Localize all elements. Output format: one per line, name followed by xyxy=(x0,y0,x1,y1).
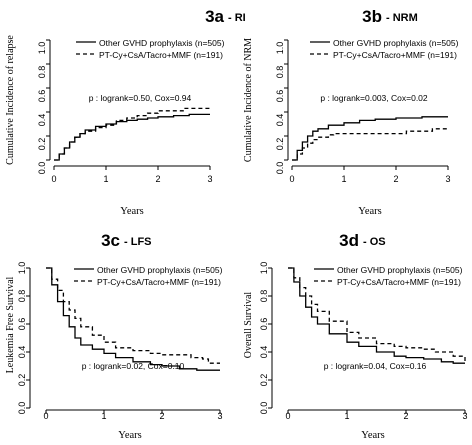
panel-3a-xtick-label: 0 xyxy=(51,174,56,184)
panel-3d-title: 3d xyxy=(339,231,359,250)
panel-3b-ytick-label: 0.6 xyxy=(275,90,285,103)
panel-3d-legend-label-2: PT-Cy+CsA/Tacro+MMF (n=191) xyxy=(337,277,461,287)
panel-3b-xtick-label: 1 xyxy=(341,174,346,184)
panel-3c-legend-label-1: Other GVHD prophylaxis (n=505) xyxy=(97,265,223,275)
panel-3c-xtick-label: 1 xyxy=(101,411,106,421)
panel-3a-ylabel: Cumulative Incidence of relapse xyxy=(5,35,16,165)
panel-3d-ytick-label: 0.4 xyxy=(259,346,269,359)
panel-3c-xtick-label: 3 xyxy=(217,411,222,421)
panel-3a-xtick-label: 2 xyxy=(155,174,160,184)
panel-3a-legend-label-1: Other GVHD prophylaxis (n=505) xyxy=(99,38,225,48)
panel-3d-subtitle: - OS xyxy=(363,236,386,248)
panel-3a-series-pt-cy-line xyxy=(54,107,210,161)
panel-3c-xtick-label: 2 xyxy=(159,411,164,421)
panel-3d-ytick-label: 0.6 xyxy=(259,318,269,331)
panel-3b-ytick-label: 1.0 xyxy=(275,42,285,55)
panel-3b-legend-label-2: PT-Cy+CsA/Tacro+MMF (n=191) xyxy=(333,50,457,60)
panel-3d-ylabel: Overall Survival xyxy=(243,292,254,359)
panel-3a-series-other-gvhd-line xyxy=(54,113,210,161)
panel-3c-ytick-label: 0.4 xyxy=(17,346,27,359)
panel-3d-legend-label-1: Other GVHD prophylaxis (n=505) xyxy=(337,265,463,275)
panel-3d-annotation: p : logrank=0.04, Cox=0.16 xyxy=(324,361,427,371)
panel-3c-ytick-label: 0.8 xyxy=(17,290,27,303)
panel-3d-ytick-label: 1.0 xyxy=(259,262,269,275)
panel-3a-annotation: p : logrank=0.50, Cox=0.94 xyxy=(89,93,192,103)
panel-3c-series-other-gvhd-line xyxy=(46,267,220,371)
panel-3b-xtick-label: 3 xyxy=(445,174,450,184)
panel-3c-xlabel: Years xyxy=(118,430,141,441)
panel-3d-ytick-label: 0.8 xyxy=(259,290,269,303)
panel-3b-title: 3b xyxy=(362,7,382,26)
panel-3a-xtick-label: 3 xyxy=(207,174,212,184)
panel-3b-legend-label-1: Other GVHD prophylaxis (n=505) xyxy=(333,38,459,48)
panel-3b-xlabel: Years xyxy=(358,206,381,217)
panel-3c-subtitle: - LFS xyxy=(124,236,152,248)
panel-3a-ytick-label: 0.6 xyxy=(37,90,47,103)
panel-3a-ytick-label: 0.8 xyxy=(37,66,47,79)
panel-3a-legend-label-2: PT-Cy+CsA/Tacro+MMF (n=191) xyxy=(99,50,223,60)
panel-3c-title: 3c xyxy=(101,231,120,250)
panel-3c-xtick-label: 0 xyxy=(43,411,48,421)
panel-3c-series-pt-cy-line xyxy=(46,267,220,364)
panel-3b-xtick-label: 2 xyxy=(393,174,398,184)
panel-3a-xlabel: Years xyxy=(120,206,143,217)
panel-3b-xtick-label: 0 xyxy=(289,174,294,184)
panel-3a-subtitle: - RI xyxy=(228,12,246,24)
panel-3d-ytick-label: 0.0 xyxy=(259,402,269,415)
panel-3c-ytick-label: 0.2 xyxy=(17,374,27,387)
panel-3b-ytick-label: 0.8 xyxy=(275,66,285,79)
panel-3b-series-other-gvhd-line xyxy=(292,116,448,161)
panel-3b-subtitle: - NRM xyxy=(386,12,418,24)
panel-3a: 3a - RI Cumulative Incidence of relapse … xyxy=(5,7,246,217)
panel-3d-xtick-label: 1 xyxy=(344,411,349,421)
panel-3a-ytick-label: 0.0 xyxy=(37,162,47,175)
panel-3d-xlabel: Years xyxy=(361,430,384,441)
panel-3c-legend-label-2: PT-Cy+CsA/Tacro+MMF (n=191) xyxy=(97,277,221,287)
panel-3b-series-pt-cy-line xyxy=(292,128,448,161)
panel-3b-ytick-label: 0.4 xyxy=(275,114,285,127)
panel-3b-ytick-label: 0.0 xyxy=(275,162,285,175)
panel-3b-ylabel: Cumulative Incidence of NRM xyxy=(243,38,254,162)
panel-3a-ytick-label: 0.2 xyxy=(37,138,47,151)
panel-3d-series-pt-cy-line xyxy=(288,267,466,362)
panel-3d-ytick-label: 0.2 xyxy=(259,374,269,387)
panel-3d-series-other-gvhd-line xyxy=(288,267,465,364)
panel-3a-ytick-label: 1.0 xyxy=(37,42,47,55)
panel-3d-xtick-label: 0 xyxy=(285,411,290,421)
panel-3b-ytick-label: 0.2 xyxy=(275,138,285,151)
panel-3c-ylabel: Leukemia Free Survival xyxy=(5,276,16,373)
panel-3c: 3c - LFS Leukemia Free Survival Years Ot… xyxy=(5,231,223,441)
panel-3d-xtick-label: 3 xyxy=(462,411,467,421)
panel-3c-ytick-label: 1.0 xyxy=(17,262,27,275)
panel-3b-annotation: p : logrank=0.003, Cox=0.02 xyxy=(320,93,428,103)
panel-3d: 3d - OS Overall Survival Years Other GVH… xyxy=(243,231,468,441)
panel-3c-annotation: p : logrank=0.02, Cox=0.10 xyxy=(82,361,185,371)
panel-3b: 3b - NRM Cumulative Incidence of NRM Yea… xyxy=(243,7,459,217)
panel-3a-ytick-label: 0.4 xyxy=(37,114,47,127)
panel-3c-ytick-label: 0.0 xyxy=(17,402,27,415)
panel-3a-title: 3a xyxy=(205,7,224,26)
panel-3c-ytick-label: 0.6 xyxy=(17,318,27,331)
panel-3d-xtick-label: 2 xyxy=(403,411,408,421)
panel-3a-xtick-label: 1 xyxy=(103,174,108,184)
